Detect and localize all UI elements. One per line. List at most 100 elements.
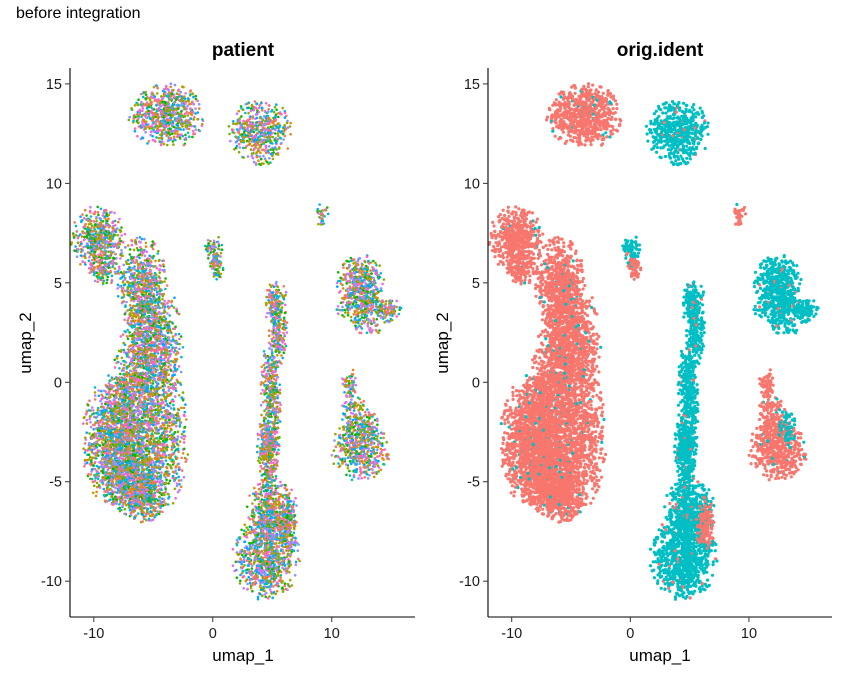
scatter-point [115, 227, 119, 230]
scatter-point [102, 211, 105, 215]
scatter-point [173, 128, 177, 132]
scatter-point [137, 272, 140, 275]
scatter-point [141, 304, 144, 308]
scatter-point [135, 386, 138, 389]
scatter-point [131, 325, 135, 328]
scatter-point [74, 245, 77, 248]
scatter-point [86, 230, 89, 233]
scatter-point [75, 230, 79, 233]
scatter-point [165, 134, 168, 138]
scatter-point [114, 390, 118, 394]
scatter-point [103, 490, 106, 493]
scatter-point [132, 353, 135, 356]
scatter-point [91, 233, 95, 236]
scatter-point [96, 247, 100, 251]
scatter-point [129, 382, 133, 386]
scatter-point [110, 230, 114, 234]
scatter-point [120, 276, 124, 279]
scatter-point [129, 387, 133, 390]
scatter-point [114, 261, 118, 265]
scatter-point [180, 110, 183, 113]
scatter-point [93, 484, 96, 488]
scatter-point [137, 269, 140, 273]
scatter-point [138, 320, 142, 323]
scatter-point [149, 299, 152, 303]
scatter-point [179, 90, 183, 94]
scatter-point [102, 251, 105, 254]
scatter-point [276, 134, 280, 138]
scatter-point [128, 362, 132, 366]
scatter-point [184, 92, 187, 95]
scatter-point [272, 110, 276, 114]
scatter-point [97, 267, 100, 271]
scatter-point [123, 414, 126, 417]
scatter-point [152, 121, 155, 124]
scatter-point [171, 111, 174, 115]
scatter-point [130, 413, 133, 417]
scatter-point [281, 106, 285, 110]
scatter-point [105, 209, 108, 212]
scatter-point [133, 379, 137, 382]
scatter-point [141, 293, 144, 296]
scatter-point [121, 296, 124, 299]
scatter-point [96, 205, 99, 209]
scatter-point [145, 371, 148, 375]
scatter-point [237, 138, 240, 141]
scatter-point [271, 157, 275, 161]
scatter-point [279, 112, 282, 116]
scatter-point [107, 213, 110, 217]
scatter-point [94, 434, 98, 438]
scatter-point [164, 277, 167, 280]
scatter-point [92, 427, 95, 431]
scatter-point [121, 386, 124, 390]
scatter-point [167, 109, 170, 112]
scatter-point [135, 236, 139, 240]
scatter-point [94, 442, 97, 445]
scatter-point [144, 289, 148, 292]
scatter-point [130, 309, 133, 312]
scatter-point [122, 283, 126, 287]
scatter-point [119, 362, 123, 366]
scatter-point [97, 394, 101, 398]
scatter-point [156, 127, 160, 130]
scatter-point [267, 131, 270, 134]
scatter-point [138, 391, 141, 395]
scatter-point [131, 401, 134, 405]
scatter-point [110, 279, 114, 282]
scatter-point [148, 127, 151, 130]
scatter-point [98, 420, 101, 423]
scatter-point [110, 411, 113, 414]
scatter-point [93, 279, 97, 283]
scatter-point [93, 394, 97, 397]
scatter-point [96, 280, 100, 284]
scatter-point [83, 235, 86, 239]
scatter-point [130, 321, 133, 325]
scatter-point [130, 409, 133, 412]
scatter-point [142, 119, 145, 123]
scatter-point [137, 125, 141, 128]
scatter-point [147, 289, 151, 293]
scatter-point [123, 232, 127, 236]
scatter-point [131, 364, 134, 367]
scatter-point [233, 148, 236, 151]
scatter-point [99, 254, 103, 257]
scatter-point [149, 402, 152, 406]
scatter-point [249, 107, 253, 110]
scatter-point [257, 159, 260, 162]
scatter-point [128, 373, 132, 377]
scatter-point [153, 279, 157, 283]
scatter-point [119, 421, 123, 424]
scatter-point [147, 125, 150, 128]
scatter-point [127, 281, 130, 284]
scatter-point [149, 265, 152, 268]
scatter-point [133, 356, 137, 360]
scatter-point [90, 460, 93, 464]
scatter-point [272, 127, 275, 130]
scatter-point [127, 391, 130, 395]
scatter-point [251, 156, 255, 160]
scatter-point [107, 411, 110, 415]
scatter-point [163, 268, 166, 272]
scatter-point [113, 427, 116, 431]
scatter-point [259, 129, 263, 133]
scatter-point [140, 338, 143, 342]
